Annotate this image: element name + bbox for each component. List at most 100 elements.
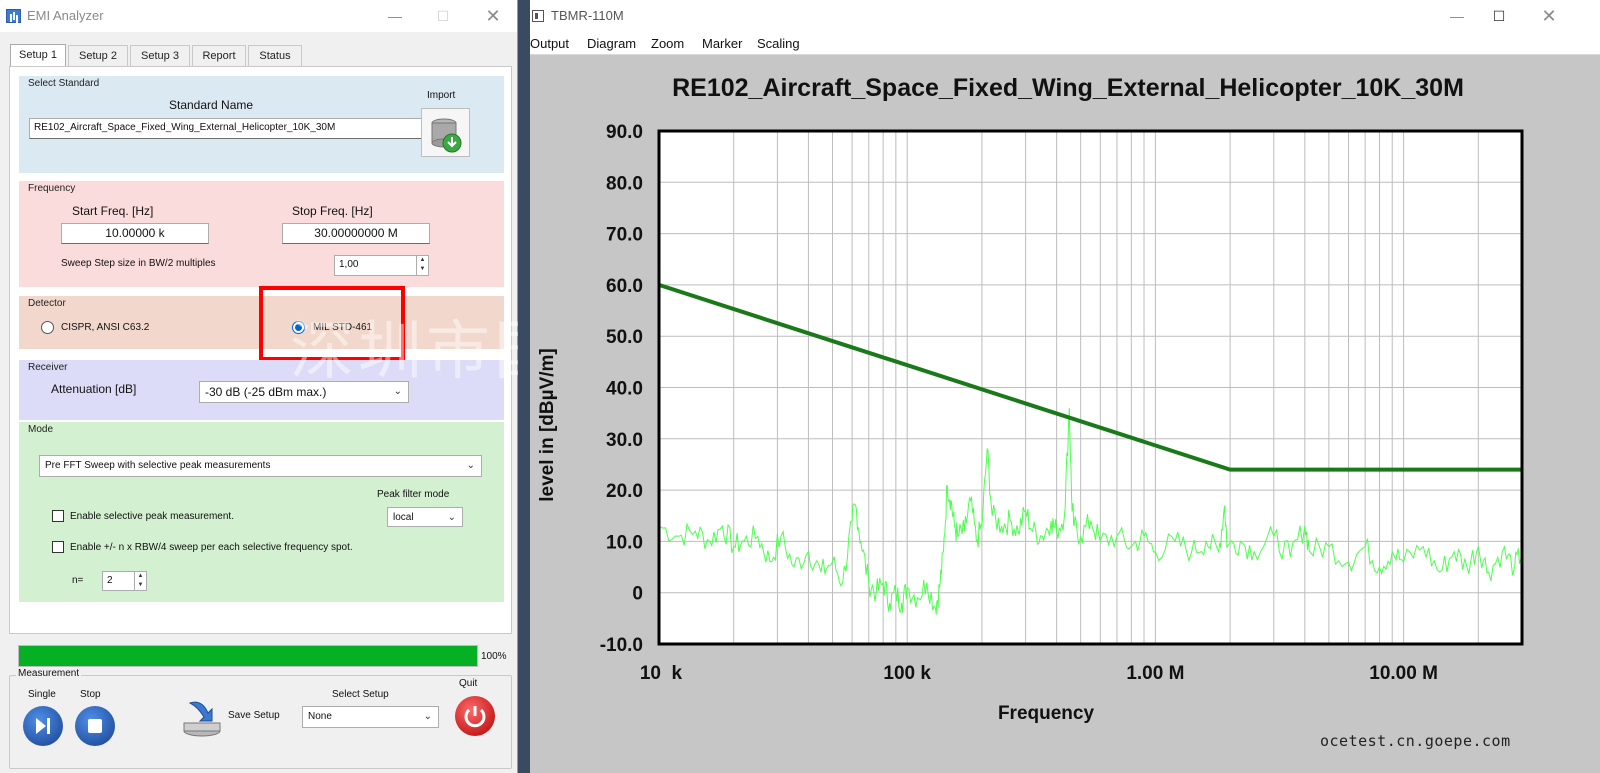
x-tick-label: 100 k bbox=[883, 663, 931, 684]
single-label: Single bbox=[28, 689, 56, 700]
checkbox-rbw-sweep[interactable] bbox=[52, 541, 64, 553]
start-freq-label: Start Freq. [Hz] bbox=[72, 204, 154, 218]
limit-line bbox=[658, 282, 1522, 472]
measurement-group bbox=[9, 675, 512, 769]
select-setup-dropdown[interactable]: None ⌄ bbox=[302, 706, 439, 728]
menu-output[interactable]: Output bbox=[530, 36, 570, 51]
x-tick-labels: 10 k 100 k 1.00 M 10.00 M bbox=[640, 663, 1438, 684]
maximize-icon[interactable]: ☐ bbox=[1492, 8, 1506, 24]
checkbox-selective-peak[interactable] bbox=[52, 510, 64, 522]
y-tick-label: 40.0 bbox=[606, 379, 643, 400]
close-icon[interactable]: ✕ bbox=[1541, 6, 1557, 26]
attenuation-label: Attenuation [dB] bbox=[51, 382, 137, 396]
quit-button[interactable] bbox=[455, 696, 495, 736]
mode-select[interactable]: Pre FFT Sweep with selective peak measur… bbox=[39, 455, 482, 477]
chevron-down-icon: ⌄ bbox=[393, 386, 402, 397]
app-window-icon bbox=[532, 10, 544, 22]
radio-cispr[interactable] bbox=[41, 321, 54, 334]
radio-mil-std-label: MIL STD-461 bbox=[313, 322, 373, 333]
y-tick-label: 20.0 bbox=[606, 481, 643, 502]
checkbox-rbw-sweep-label: Enable +/- n x RBW/4 sweep per each sele… bbox=[70, 542, 353, 553]
menu-zoom[interactable]: Zoom bbox=[651, 36, 685, 51]
x-axis-label: Frequency bbox=[998, 703, 1095, 724]
mode-group: Mode Pre FFT Sweep with selective peak m… bbox=[19, 422, 504, 602]
spinner-arrows-icon[interactable]: ▲ ▼ bbox=[134, 572, 146, 590]
y-tick-label: 80.0 bbox=[606, 173, 643, 194]
maximize-icon[interactable]: ☐ bbox=[436, 8, 450, 24]
select-setup-label: Select Setup bbox=[332, 689, 389, 700]
stop-freq-label: Stop Freq. [Hz] bbox=[292, 204, 373, 218]
background-watermark: 深圳市国 bbox=[290, 315, 562, 389]
start-freq-input[interactable]: 10.00000 k bbox=[61, 223, 209, 244]
tab-status[interactable]: Status bbox=[248, 45, 302, 67]
x-tick-label: 10 k bbox=[640, 663, 683, 684]
spectrum-chart[interactable]: RE102_Aircraft_Space_Fixed_Wing_External… bbox=[530, 55, 1600, 773]
y-tick-label: 90.0 bbox=[606, 122, 643, 143]
window-title: EMI Analyzer bbox=[27, 8, 104, 23]
right-titlebar: TBMR-110M — ☐ ✕ bbox=[530, 0, 1600, 32]
y-tick-label: 10.0 bbox=[606, 532, 643, 553]
app-icon bbox=[6, 9, 21, 23]
save-disk-icon bbox=[183, 701, 221, 737]
select-setup-value: None bbox=[308, 711, 332, 722]
sweep-step-value: 1,00 bbox=[339, 259, 359, 270]
single-button[interactable] bbox=[23, 706, 63, 746]
minimize-icon[interactable]: — bbox=[1450, 8, 1464, 24]
menu-diagram[interactable]: Diagram bbox=[587, 36, 637, 51]
close-icon[interactable]: ✕ bbox=[485, 6, 501, 26]
y-axis-label: level in [dBµV/m] bbox=[537, 348, 558, 501]
stop-icon bbox=[88, 719, 102, 733]
y-tick-label: 70.0 bbox=[606, 225, 643, 246]
group-title: Frequency bbox=[28, 183, 76, 194]
left-titlebar: EMI Analyzer — ☐ ✕ bbox=[0, 0, 517, 32]
progress-label: 100% bbox=[481, 651, 507, 662]
group-title: Select Standard bbox=[28, 78, 100, 89]
stop-button[interactable] bbox=[75, 706, 115, 746]
receiver-group: Receiver Attenuation [dB] -30 dB (-25 dB… bbox=[19, 360, 504, 420]
y-tick-label: -10.0 bbox=[600, 635, 643, 656]
spinner-arrows-icon[interactable]: ▲ ▼ bbox=[416, 256, 428, 275]
emi-analyzer-window: EMI Analyzer — ☐ ✕ Setup 1 Setup 2 Setup… bbox=[0, 0, 558, 773]
stop-freq-input[interactable]: 30.00000000 M bbox=[282, 223, 430, 244]
tab-setup-2[interactable]: Setup 2 bbox=[68, 45, 128, 67]
peak-filter-label: Peak filter mode bbox=[377, 489, 450, 500]
standard-name-label: Standard Name bbox=[169, 98, 254, 112]
menu-scaling[interactable]: Scaling bbox=[757, 36, 800, 51]
select-standard-group: Select Standard Standard Name RE102_Airc… bbox=[19, 76, 504, 173]
checkbox-selective-peak-label: Enable selective peak measurement. bbox=[70, 511, 234, 522]
radio-mil-std[interactable] bbox=[292, 321, 305, 334]
quit-label: Quit bbox=[459, 678, 478, 689]
attenuation-value: -30 dB (-25 dBm max.) bbox=[205, 385, 327, 399]
save-setup-label: Save Setup bbox=[228, 710, 280, 721]
n-spinner[interactable]: 2 ▲ ▼ bbox=[102, 571, 147, 591]
database-import-icon bbox=[431, 118, 462, 153]
save-setup-button[interactable] bbox=[182, 697, 222, 739]
menu-marker[interactable]: Marker bbox=[702, 36, 743, 51]
attenuation-select[interactable]: -30 dB (-25 dBm max.) ⌄ bbox=[199, 381, 409, 403]
mode-value: Pre FFT Sweep with selective peak measur… bbox=[45, 460, 271, 471]
tab-setup-3[interactable]: Setup 3 bbox=[130, 45, 190, 67]
tab-report[interactable]: Report bbox=[192, 45, 246, 67]
import-label: Import bbox=[427, 90, 456, 101]
import-button[interactable] bbox=[421, 108, 470, 157]
frequency-group: Frequency Start Freq. [Hz] 10.00000 k St… bbox=[19, 181, 504, 287]
tab-setup-1[interactable]: Setup 1 bbox=[10, 44, 66, 68]
sweep-step-label: Sweep Step size in BW/2 multiples bbox=[61, 258, 216, 269]
plot-border bbox=[657, 129, 1524, 646]
watermark-text: ocetest.cn.goepe.com bbox=[1320, 732, 1511, 750]
power-icon bbox=[464, 706, 486, 728]
chart-title: RE102_Aircraft_Space_Fixed_Wing_External… bbox=[672, 74, 1464, 102]
measurement-title: Measurement bbox=[16, 668, 82, 679]
chevron-down-icon: ⌄ bbox=[423, 711, 432, 722]
x-tick-label: 10.00 M bbox=[1369, 663, 1438, 684]
y-tick-labels: 90.0 80.0 70.0 60.0 50.0 40.0 30.0 20.0 10.0 0 -10… bbox=[600, 122, 643, 656]
sweep-step-spinner[interactable]: 1,00 ▲ ▼ bbox=[334, 255, 429, 276]
window-title: TBMR-110M bbox=[551, 8, 624, 23]
minimize-icon[interactable]: — bbox=[388, 8, 402, 24]
standard-name-input[interactable]: RE102_Aircraft_Space_Fixed_Wing_External… bbox=[29, 118, 427, 139]
group-title: Detector bbox=[28, 298, 66, 309]
peak-filter-select[interactable]: local ⌄ bbox=[387, 507, 463, 527]
chevron-down-icon: ⌄ bbox=[466, 460, 475, 471]
progress-bar bbox=[18, 645, 478, 667]
y-tick-label: 50.0 bbox=[606, 327, 643, 348]
